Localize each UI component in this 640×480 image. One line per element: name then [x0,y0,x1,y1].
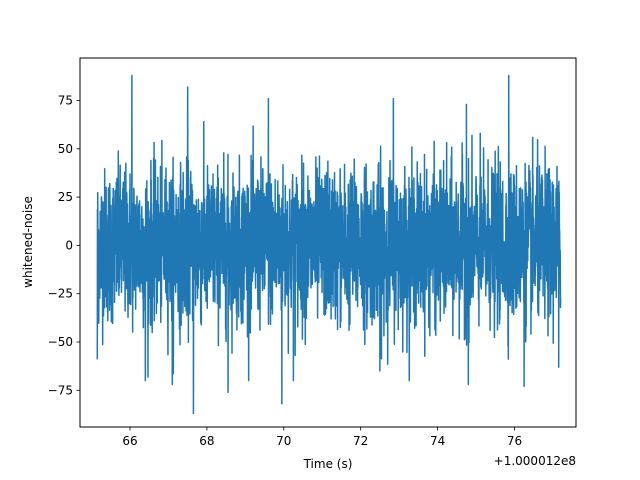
y-tick-label: −50 [48,335,73,349]
series-layer [96,74,562,415]
x-tick-label: 72 [353,434,368,448]
x-tick-label: 74 [430,434,445,448]
series-line [96,74,562,415]
x-offset-label: +1.000012e8 [494,454,576,468]
y-tick-label: 25 [58,190,73,204]
x-tick-label: 76 [507,434,522,448]
axes-frame [79,57,577,428]
y-tick-label: −25 [48,287,73,301]
y-axis-label: whitened-noise [21,196,35,288]
x-tick-label: 68 [199,434,214,448]
y-tick-label: 75 [58,94,73,108]
x-axis: 66 68 70 72 74 76 [122,427,522,448]
x-axis-label: Time (s) [303,457,353,471]
y-tick-label: 50 [58,142,73,156]
y-tick-label: 0 [65,238,73,252]
x-tick-label: 66 [122,434,137,448]
y-tick-label: −75 [48,383,73,397]
x-tick-label: 70 [276,434,291,448]
y-axis: −75 −50 −25 0 25 50 75 [48,94,80,397]
